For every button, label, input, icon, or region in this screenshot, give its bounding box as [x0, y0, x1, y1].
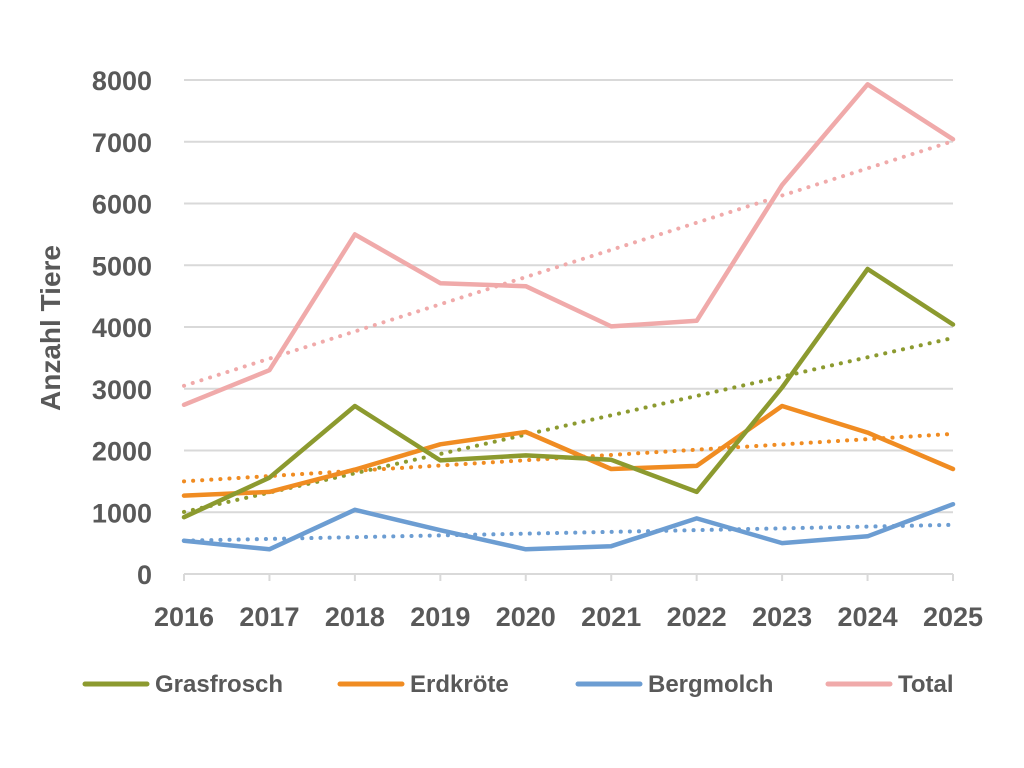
series-line-erdkröte	[181, 403, 956, 498]
x-tick-label: 2018	[325, 602, 385, 632]
y-tick-label: 0	[137, 560, 152, 590]
gridlines	[184, 79, 953, 514]
trendline-grasfrosch	[182, 335, 955, 514]
x-tick-label: 2021	[581, 602, 641, 632]
y-tick-label: 6000	[92, 190, 152, 220]
x-tick-label: 2017	[239, 602, 299, 632]
x-tick-label: 2023	[752, 602, 812, 632]
y-axis-title: Anzahl Tiere	[35, 245, 66, 411]
y-tick-label: 4000	[92, 313, 152, 343]
x-tick-label: 2019	[410, 602, 470, 632]
x-tick-label: 2024	[838, 602, 898, 632]
series-line-grasfrosch	[181, 266, 956, 520]
legend-label: Erdkröte	[410, 671, 509, 698]
trendlines	[182, 139, 955, 543]
x-tick-label: 2025	[923, 602, 983, 632]
series-line-bergmolch	[181, 501, 956, 552]
x-tick-label: 2016	[154, 602, 214, 632]
legend-label: Total	[898, 671, 954, 698]
x-tick-label: 2022	[667, 602, 727, 632]
y-tick-label: 1000	[92, 498, 152, 528]
legend-label: Bergmolch	[648, 671, 773, 698]
y-tick-label: 5000	[92, 251, 152, 281]
y-tick-label: 8000	[92, 66, 152, 96]
legend-label: Grasfrosch	[155, 671, 283, 698]
legend: Grasfrosch Erdkröte Bergmolch Total	[82, 671, 954, 698]
axes	[183, 573, 954, 581]
x-tick-labels: 2016 2017 2018 2019 2020 2021 2022 2023 2024 2025	[154, 602, 983, 632]
y-tick-label: 3000	[92, 375, 152, 405]
trendline-total	[182, 139, 955, 388]
y-tick-label: 2000	[92, 437, 152, 467]
y-tick-label: 7000	[92, 128, 152, 158]
series-line-total	[181, 82, 956, 408]
x-tick-label: 2020	[496, 602, 556, 632]
y-tick-labels: 0 1000 2000 3000 4000 5000 6000 7000 8000	[92, 66, 152, 590]
trendline-bergmolch	[182, 522, 955, 543]
trendline-erdkröte	[182, 431, 955, 484]
series-lines	[181, 82, 956, 552]
